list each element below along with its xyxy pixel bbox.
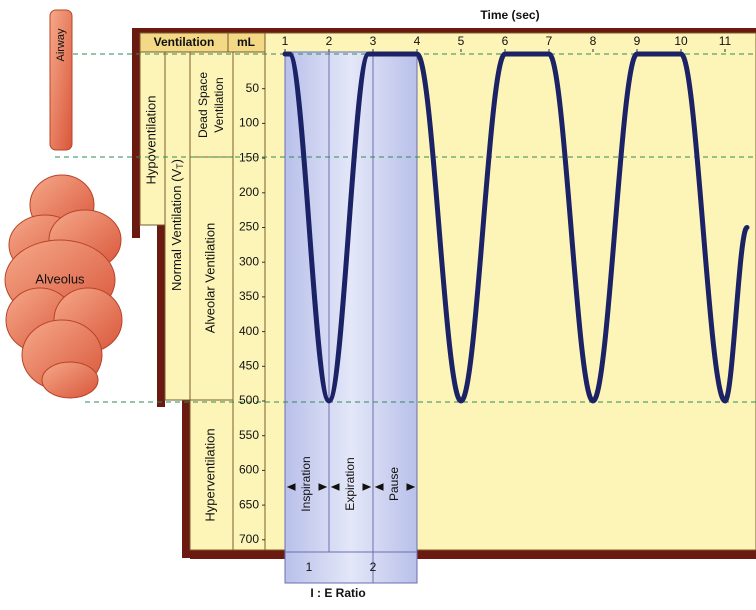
phase-band: [284, 51, 418, 584]
x-tick-label: 1: [282, 34, 289, 48]
alveolar-label: Alveolar Ventilation: [202, 223, 217, 334]
y-tick-label: 450: [239, 358, 259, 372]
phase-arrows: [286, 483, 416, 491]
y-tick-label: 650: [239, 497, 259, 511]
alveolus-label: Alveolus: [35, 271, 85, 286]
ratio-value: 1: [306, 560, 313, 574]
table: [139, 32, 756, 551]
y-tick-label: 200: [239, 185, 259, 199]
x-axis-title: Time (sec): [480, 8, 539, 22]
y-tick-label: 100: [239, 116, 259, 130]
x-tick-label: 3: [370, 34, 377, 48]
lung-illustration: [4, 9, 123, 399]
plot: 50 100 150 200 250 300 350 400 450 500 550 600 650 70…: [239, 34, 750, 546]
phase-label: Expiration: [343, 457, 357, 510]
x-tick-label: 4: [414, 34, 421, 48]
hypoventilation-label: Hypoventilation: [143, 96, 158, 185]
y-tick-label: 250: [239, 220, 259, 234]
dead-space-label: Dead Space: [196, 72, 210, 138]
volume-waveform: [282, 51, 750, 404]
unit-header: mL: [237, 35, 255, 49]
y-tick-label: 500: [239, 393, 259, 407]
airway-label: Airway: [55, 28, 67, 62]
y-tick-label: 550: [239, 428, 259, 442]
table-header: Ventilation: [154, 35, 215, 49]
ratio-value: 2: [370, 560, 377, 574]
normal-close: ): [169, 159, 184, 163]
x-tick-label: 10: [674, 34, 688, 48]
y-tick-label: 350: [239, 289, 259, 303]
dead-space-label: Ventilation: [212, 77, 226, 132]
x-tick-label: 11: [719, 34, 732, 48]
x-tick-label: 8: [590, 34, 597, 48]
ratio-label: I : E Ratio: [310, 586, 365, 600]
x-tick-label: 7: [546, 34, 553, 48]
y-tick-label: 600: [239, 463, 259, 477]
guide-lines: [55, 53, 756, 403]
y-tick-label: 300: [239, 254, 259, 268]
normal-ventilation-label: Normal Ventilation (VT): [169, 159, 185, 291]
normal-sub: T: [175, 163, 185, 169]
x-tick-label: 6: [502, 34, 509, 48]
y-tick-label: 400: [239, 324, 259, 338]
shadow: [132, 28, 756, 559]
phase-label: Pause: [387, 467, 401, 501]
x-tick-label: 2: [326, 34, 333, 48]
phase-label: Inspiration: [299, 456, 313, 511]
y-tick-label: 150: [239, 150, 259, 164]
y-tick-label: 700: [239, 532, 259, 546]
hyperventilation-label: Hyperventilation: [202, 428, 217, 521]
y-tick-label: 50: [246, 81, 260, 95]
normal-text: Normal Ventilation (V: [169, 169, 184, 291]
x-tick-label: 5: [458, 34, 465, 48]
x-tick-label: 9: [634, 34, 641, 48]
phase-dividers: [285, 52, 417, 583]
